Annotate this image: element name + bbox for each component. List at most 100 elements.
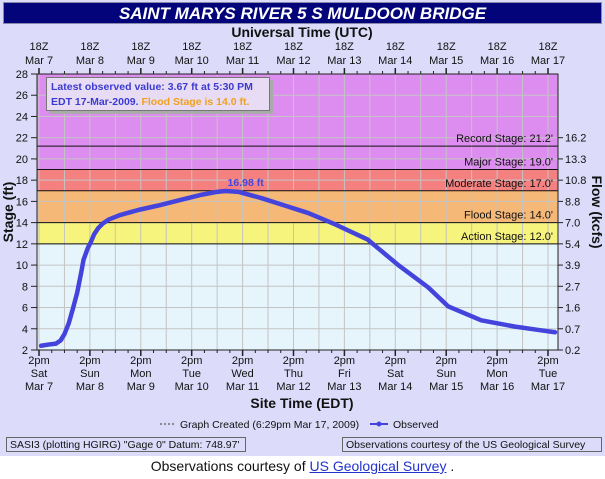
band-flood — [37, 222, 558, 244]
stage-label-major: Major Stage: 19.0' — [464, 157, 553, 169]
data-point — [83, 259, 85, 261]
data-point — [427, 286, 429, 288]
bottom-tick-label: 2pm — [28, 355, 49, 367]
bottom-tick-label: Sun — [436, 368, 456, 380]
bottom-tick-label: Mar 10 — [175, 381, 209, 393]
hydrograph-chart: Record Stage: 21.2' Major Stage: 19.0' Mod… — [0, 24, 605, 431]
data-point — [536, 329, 538, 331]
data-point — [554, 331, 556, 333]
bottom-tick-label: 2pm — [435, 355, 456, 367]
y2-tick-label: 5.4 — [565, 239, 580, 251]
top-tick-label-time: 18Z — [335, 41, 354, 53]
y-tick-label: 14 — [16, 218, 28, 230]
y2-tick-label: 7.0 — [565, 218, 580, 230]
bottom-tick-label: Mar 8 — [76, 381, 104, 393]
latest-value-date: EDT 17-Mar-2009. — [51, 96, 139, 108]
data-point — [90, 242, 92, 244]
gage-datum-box: SASI3 (plotting HGIRG) "Gage 0" Datum: 7… — [6, 437, 246, 452]
data-point — [60, 339, 62, 341]
stage-label-record: Record Stage: 21.2' — [456, 133, 553, 145]
data-point — [119, 214, 121, 216]
y-tick-label: 22 — [16, 133, 28, 145]
y2-tick-label: 3.9 — [565, 260, 580, 272]
top-tick-label-date: Mar 10 — [175, 55, 209, 67]
data-point — [80, 270, 82, 272]
y2-tick-label: 2.7 — [565, 281, 580, 293]
top-tick-label-date: Mar 8 — [76, 55, 104, 67]
data-point — [46, 344, 48, 346]
top-tick-label-time: 18Z — [488, 41, 507, 53]
bottom-tick-label: Mon — [130, 368, 151, 380]
y2-tick-label: 1.6 — [565, 303, 580, 315]
y-tick-label: 24 — [16, 111, 28, 123]
bottom-tick-label: Sat — [31, 368, 48, 380]
bottom-tick-label: Mar 12 — [276, 381, 310, 393]
bottom-tick-label: 2pm — [486, 355, 507, 367]
bottom-tick-label: Thu — [284, 368, 303, 380]
data-point — [284, 205, 286, 207]
bottom-tick-label: Sat — [387, 368, 404, 380]
top-tick-label-date: Mar 12 — [276, 55, 310, 67]
data-point — [225, 190, 227, 192]
top-tick-label-date: Mar 17 — [531, 55, 565, 67]
top-tick-label-time: 18Z — [131, 41, 150, 53]
latest-value-line1: Latest observed value: 3.67 ft at 5:30 P… — [51, 81, 253, 93]
bottom-tick-label: 2pm — [181, 355, 202, 367]
bottom-tick-label: Mon — [486, 368, 507, 380]
data-point — [108, 218, 110, 220]
top-tick-label-date: Mar 13 — [327, 55, 361, 67]
top-tick-label-time: 18Z — [30, 41, 49, 53]
data-point — [178, 199, 180, 201]
top-tick-label-date: Mar 11 — [226, 55, 259, 67]
y2-tick-label: 0.2 — [565, 345, 580, 357]
bottom-tick-label: 2pm — [385, 355, 406, 367]
bottom-tick-label: Mar 16 — [480, 381, 514, 393]
band-record — [37, 146, 558, 170]
data-point — [335, 224, 337, 226]
legend-graph-created: Graph Created (6:29pm Mar 17, 2009) — [180, 419, 359, 431]
y-tick-label: 8 — [22, 281, 28, 293]
y-tick-label: 6 — [22, 303, 28, 315]
y-tick-label: 26 — [16, 90, 28, 102]
y2-tick-label: 16.2 — [565, 133, 586, 145]
y2-axis-title: Flow (kcfs) — [589, 175, 605, 248]
data-point — [237, 191, 239, 193]
data-point — [480, 319, 482, 321]
y-tick-label: 16 — [16, 196, 28, 208]
data-point — [397, 264, 399, 266]
data-point — [76, 292, 78, 294]
top-tick-label-time: 18Z — [182, 41, 201, 53]
usgs-link[interactable]: US Geological Survey — [309, 458, 447, 474]
data-point — [55, 343, 57, 345]
bottom-tick-label: 2pm — [232, 355, 253, 367]
data-point — [63, 333, 65, 335]
y-tick-label: 18 — [16, 175, 28, 187]
stage-label-moderate: Moderate Stage: 17.0' — [445, 178, 553, 190]
data-point — [40, 345, 42, 347]
chart-title: SAINT MARYS RIVER 5 S MULDOON BRIDGE — [3, 2, 602, 24]
y-tick-label: 4 — [22, 324, 28, 336]
bottom-tick-label: Mar 9 — [127, 381, 155, 393]
top-tick-label-date: Mar 9 — [127, 55, 155, 67]
data-point — [216, 191, 218, 193]
data-point — [514, 326, 516, 328]
y2-tick-label: 10.8 — [565, 175, 586, 187]
plot-frame — [36, 73, 559, 351]
bottom-tick-label: Mar 11 — [226, 381, 259, 393]
y2-tick-label: 8.8 — [565, 196, 580, 208]
flood-stage-note: Flood Stage is 14.0 ft. — [141, 96, 250, 108]
bottom-tick-label: Mar 7 — [25, 381, 53, 393]
data-point — [307, 212, 309, 214]
top-axis-title: Universal Time (UTC) — [231, 24, 372, 40]
data-point — [102, 223, 104, 225]
top-tick-label-time: 18Z — [437, 41, 456, 53]
data-point — [199, 194, 201, 196]
top-tick-label-time: 18Z — [539, 41, 558, 53]
top-tick-label-date: Mar 15 — [429, 55, 463, 67]
data-point — [68, 322, 70, 324]
bottom-credit: Observations courtesy of US Geological S… — [0, 458, 605, 474]
top-tick-label-time: 18Z — [386, 41, 405, 53]
y-tick-label: 28 — [16, 69, 28, 81]
bottom-tick-label: Mar 13 — [327, 381, 361, 393]
top-tick-label-time: 18Z — [233, 41, 252, 53]
